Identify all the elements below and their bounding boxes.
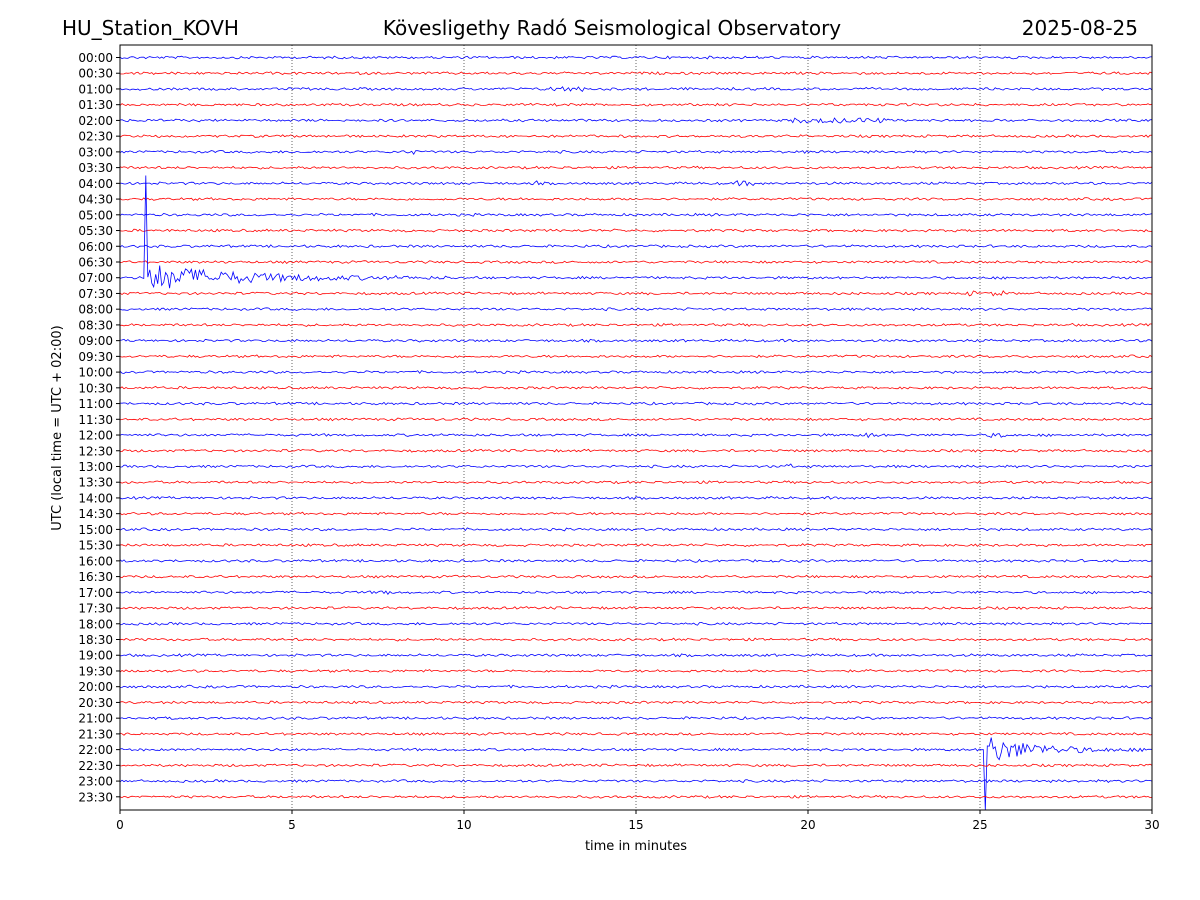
y-tick-label: 03:00 (78, 145, 113, 159)
trace-1530 (119, 543, 1153, 547)
x-axis: 0 5 10 15 20 25 30 (116, 810, 1160, 832)
y-tick-label: 05:30 (78, 224, 113, 238)
y-tick-label: 01:30 (78, 98, 113, 112)
y-tick-label: 08:30 (78, 318, 113, 332)
trace-0330 (119, 165, 1153, 170)
y-tick-label: 20:30 (78, 696, 113, 710)
y-tick-label: 23:30 (78, 790, 113, 804)
y-tick-label: 16:30 (78, 570, 113, 584)
trace-0000 (119, 55, 1153, 60)
trace-1200 (119, 432, 1153, 439)
x-tick-label: 30 (1144, 818, 1159, 832)
y-tick-label: 18:30 (78, 633, 113, 647)
trace-0500 (119, 212, 1153, 217)
trace-0100 (119, 86, 1153, 93)
x-tick-label: 5 (288, 818, 296, 832)
x-tick-label: 15 (628, 818, 643, 832)
y-tick-label: 14:30 (78, 507, 113, 521)
y-tick-label: 19:30 (78, 664, 113, 678)
trace-1730 (120, 606, 1153, 610)
y-tick-label: 00:00 (78, 51, 113, 65)
y-tick-label: 15:00 (78, 523, 113, 537)
trace-0800 (119, 307, 1153, 312)
trace-0930 (119, 354, 1153, 359)
y-tick-label: 06:00 (78, 240, 113, 254)
y-axis-label: UTC (local time = UTC + 02:00) (50, 325, 65, 530)
y-tick-label: 05:00 (78, 208, 113, 222)
y-tick-label: 07:00 (78, 271, 113, 285)
chart-title: Kövesligethy Radó Seismological Observat… (382, 16, 842, 40)
chart-date: 2025-08-25 (1021, 16, 1138, 40)
y-tick-label: 10:30 (78, 381, 113, 395)
trace-1800 (119, 621, 1153, 626)
y-tick-label: 20:00 (78, 680, 113, 694)
station-name: HU_Station_KOVH (62, 16, 239, 40)
trace-0900 (119, 338, 1153, 343)
trace-2130 (119, 732, 1153, 736)
trace-2230 (119, 763, 1153, 768)
y-tick-label: 04:30 (78, 193, 113, 207)
y-tick-label: 17:00 (78, 586, 113, 600)
y-tick-label: 10:00 (78, 366, 113, 380)
y-tick-label: 22:00 (78, 743, 113, 757)
x-tick-label: 25 (972, 818, 987, 832)
y-tick-label: 04:00 (78, 177, 113, 191)
x-tick-label: 10 (456, 818, 471, 832)
y-tick-label: 17:30 (78, 602, 113, 616)
trace-1900 (119, 653, 1153, 658)
y-tick-label: 13:30 (78, 476, 113, 490)
trace-0530 (119, 228, 1153, 233)
y-tick-label: 23:00 (78, 775, 113, 789)
y-tick-label: 01:00 (78, 82, 113, 96)
y-tick-label: 14:00 (78, 491, 113, 505)
y-tick-label: 03:30 (78, 161, 113, 175)
y-tick-label: 16:00 (78, 554, 113, 568)
trace-1500 (119, 527, 1153, 532)
y-tick-label: 21:30 (78, 727, 113, 741)
y-tick-label: 11:00 (78, 397, 113, 411)
y-tick-label: 18:00 (78, 617, 113, 631)
y-tick-label: 19:00 (78, 649, 113, 663)
y-tick-label: 13:00 (78, 460, 113, 474)
y-tick-label: 06:30 (78, 255, 113, 269)
grid-lines (291, 45, 981, 810)
y-tick-label: 09:30 (78, 350, 113, 364)
y-tick-label: 02:30 (78, 130, 113, 144)
y-tick-label: 07:30 (78, 287, 113, 301)
y-tick-label: 15:30 (78, 539, 113, 553)
y-tick-label: 00:30 (78, 67, 113, 81)
trace-0300 (119, 149, 1153, 155)
y-tick-label: 11:30 (78, 413, 113, 427)
trace-2200 (119, 737, 1153, 811)
y-tick-label: 12:00 (78, 429, 113, 443)
y-tick-label: 22:30 (78, 759, 113, 773)
y-tick-label: 02:00 (78, 114, 113, 128)
y-tick-label: 08:00 (78, 303, 113, 317)
x-tick-label: 0 (116, 818, 124, 832)
x-axis-label: time in minutes (585, 839, 687, 854)
y-tick-label: 09:00 (78, 334, 113, 348)
y-tick-label: 21:00 (78, 712, 113, 726)
x-tick-label: 20 (800, 818, 815, 832)
y-tick-label: 12:30 (78, 444, 113, 458)
